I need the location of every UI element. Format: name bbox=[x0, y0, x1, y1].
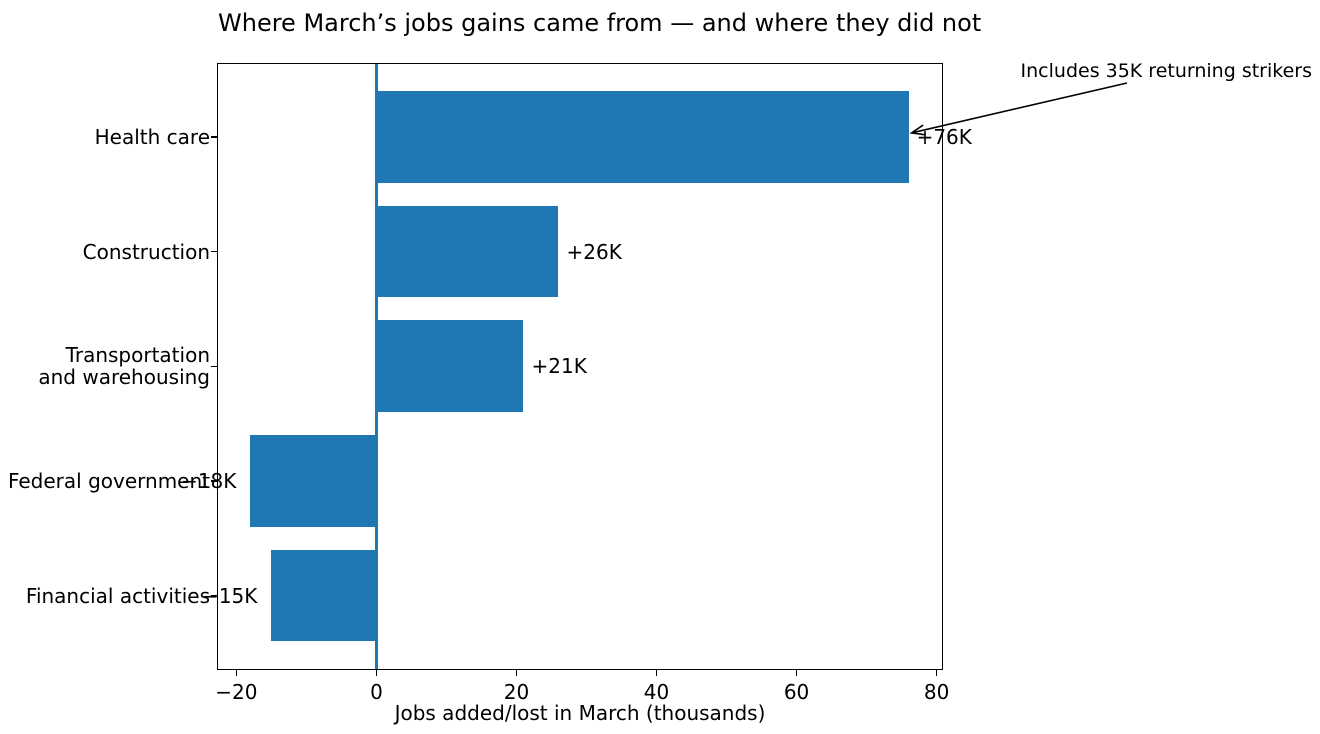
value-label-federal-government: −18K bbox=[181, 468, 237, 493]
x-tick-label-40: 40 bbox=[643, 680, 670, 704]
category-label-transportation-and-warehousing: Transportation and warehousing bbox=[38, 343, 210, 390]
x-tick-label-80: 80 bbox=[923, 680, 950, 704]
x-tick-0 bbox=[375, 669, 378, 676]
annotation-text: Includes 35K returning strikers bbox=[1020, 60, 1312, 82]
y-tick-financial-activities bbox=[210, 594, 218, 597]
category-label-construction: Construction bbox=[82, 239, 210, 264]
y-tick-transportation-and-warehousing bbox=[210, 365, 218, 367]
x-tick-label-20: 20 bbox=[503, 680, 530, 704]
y-tick-health-care bbox=[210, 136, 218, 138]
x-tick-label-0: 0 bbox=[370, 680, 383, 704]
value-label-transportation-and-warehousing: +21K bbox=[531, 354, 587, 379]
bar-transportation-and-warehousing bbox=[376, 320, 524, 413]
x-tick-60 bbox=[795, 669, 798, 676]
y-tick-construction bbox=[210, 250, 218, 253]
bar-construction bbox=[376, 205, 559, 298]
x-axis-label: Jobs added/lost in March (thousands) bbox=[394, 701, 766, 725]
x-tick--20 bbox=[235, 669, 238, 676]
category-label-federal-government: Federal government bbox=[7, 468, 210, 493]
chart-title: Where March’s jobs gains came from — and… bbox=[218, 9, 982, 37]
bar-federal-government bbox=[250, 435, 377, 527]
category-label-financial-activities: Financial activities bbox=[25, 583, 210, 608]
x-tick-40 bbox=[655, 669, 658, 676]
bar-health-care bbox=[376, 91, 909, 183]
value-label-health-care: +76K bbox=[916, 124, 972, 149]
x-tick-label-60: 60 bbox=[783, 680, 810, 704]
bar-financial-activities bbox=[271, 549, 377, 642]
value-label-construction: +26K bbox=[566, 239, 622, 264]
x-tick-20 bbox=[515, 669, 518, 676]
category-label-health-care: Health care bbox=[94, 124, 210, 149]
x-tick-80 bbox=[935, 669, 938, 676]
x-tick-label--20: −20 bbox=[215, 680, 258, 704]
y-tick-federal-government bbox=[210, 480, 218, 482]
